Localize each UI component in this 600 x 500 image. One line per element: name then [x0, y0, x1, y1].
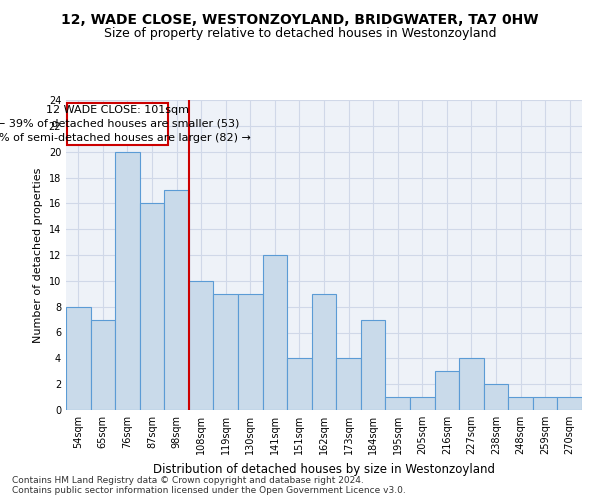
Bar	[287, 358, 312, 410]
Bar	[263, 255, 287, 410]
Text: 12 WADE CLOSE: 101sqm
← 39% of detached houses are smaller (53)
61% of semi-deta: 12 WADE CLOSE: 101sqm ← 39% of detached …	[0, 105, 251, 143]
Bar	[238, 294, 263, 410]
Bar	[66, 306, 91, 410]
Bar	[434, 371, 459, 410]
Bar	[459, 358, 484, 410]
Bar	[385, 397, 410, 410]
Text: Contains HM Land Registry data © Crown copyright and database right 2024.
Contai: Contains HM Land Registry data © Crown c…	[12, 476, 406, 495]
Bar	[410, 397, 434, 410]
Text: 12, WADE CLOSE, WESTONZOYLAND, BRIDGWATER, TA7 0HW: 12, WADE CLOSE, WESTONZOYLAND, BRIDGWATE…	[61, 12, 539, 26]
Bar	[361, 320, 385, 410]
FancyBboxPatch shape	[67, 102, 168, 145]
Bar	[508, 397, 533, 410]
Bar	[312, 294, 336, 410]
Bar	[140, 204, 164, 410]
Text: Size of property relative to detached houses in Westonzoyland: Size of property relative to detached ho…	[104, 28, 496, 40]
X-axis label: Distribution of detached houses by size in Westonzoyland: Distribution of detached houses by size …	[153, 462, 495, 475]
Y-axis label: Number of detached properties: Number of detached properties	[33, 168, 43, 342]
Bar	[533, 397, 557, 410]
Bar	[336, 358, 361, 410]
Bar	[189, 281, 214, 410]
Bar	[115, 152, 140, 410]
Bar	[484, 384, 508, 410]
Bar	[164, 190, 189, 410]
Bar	[91, 320, 115, 410]
Bar	[557, 397, 582, 410]
Bar	[214, 294, 238, 410]
